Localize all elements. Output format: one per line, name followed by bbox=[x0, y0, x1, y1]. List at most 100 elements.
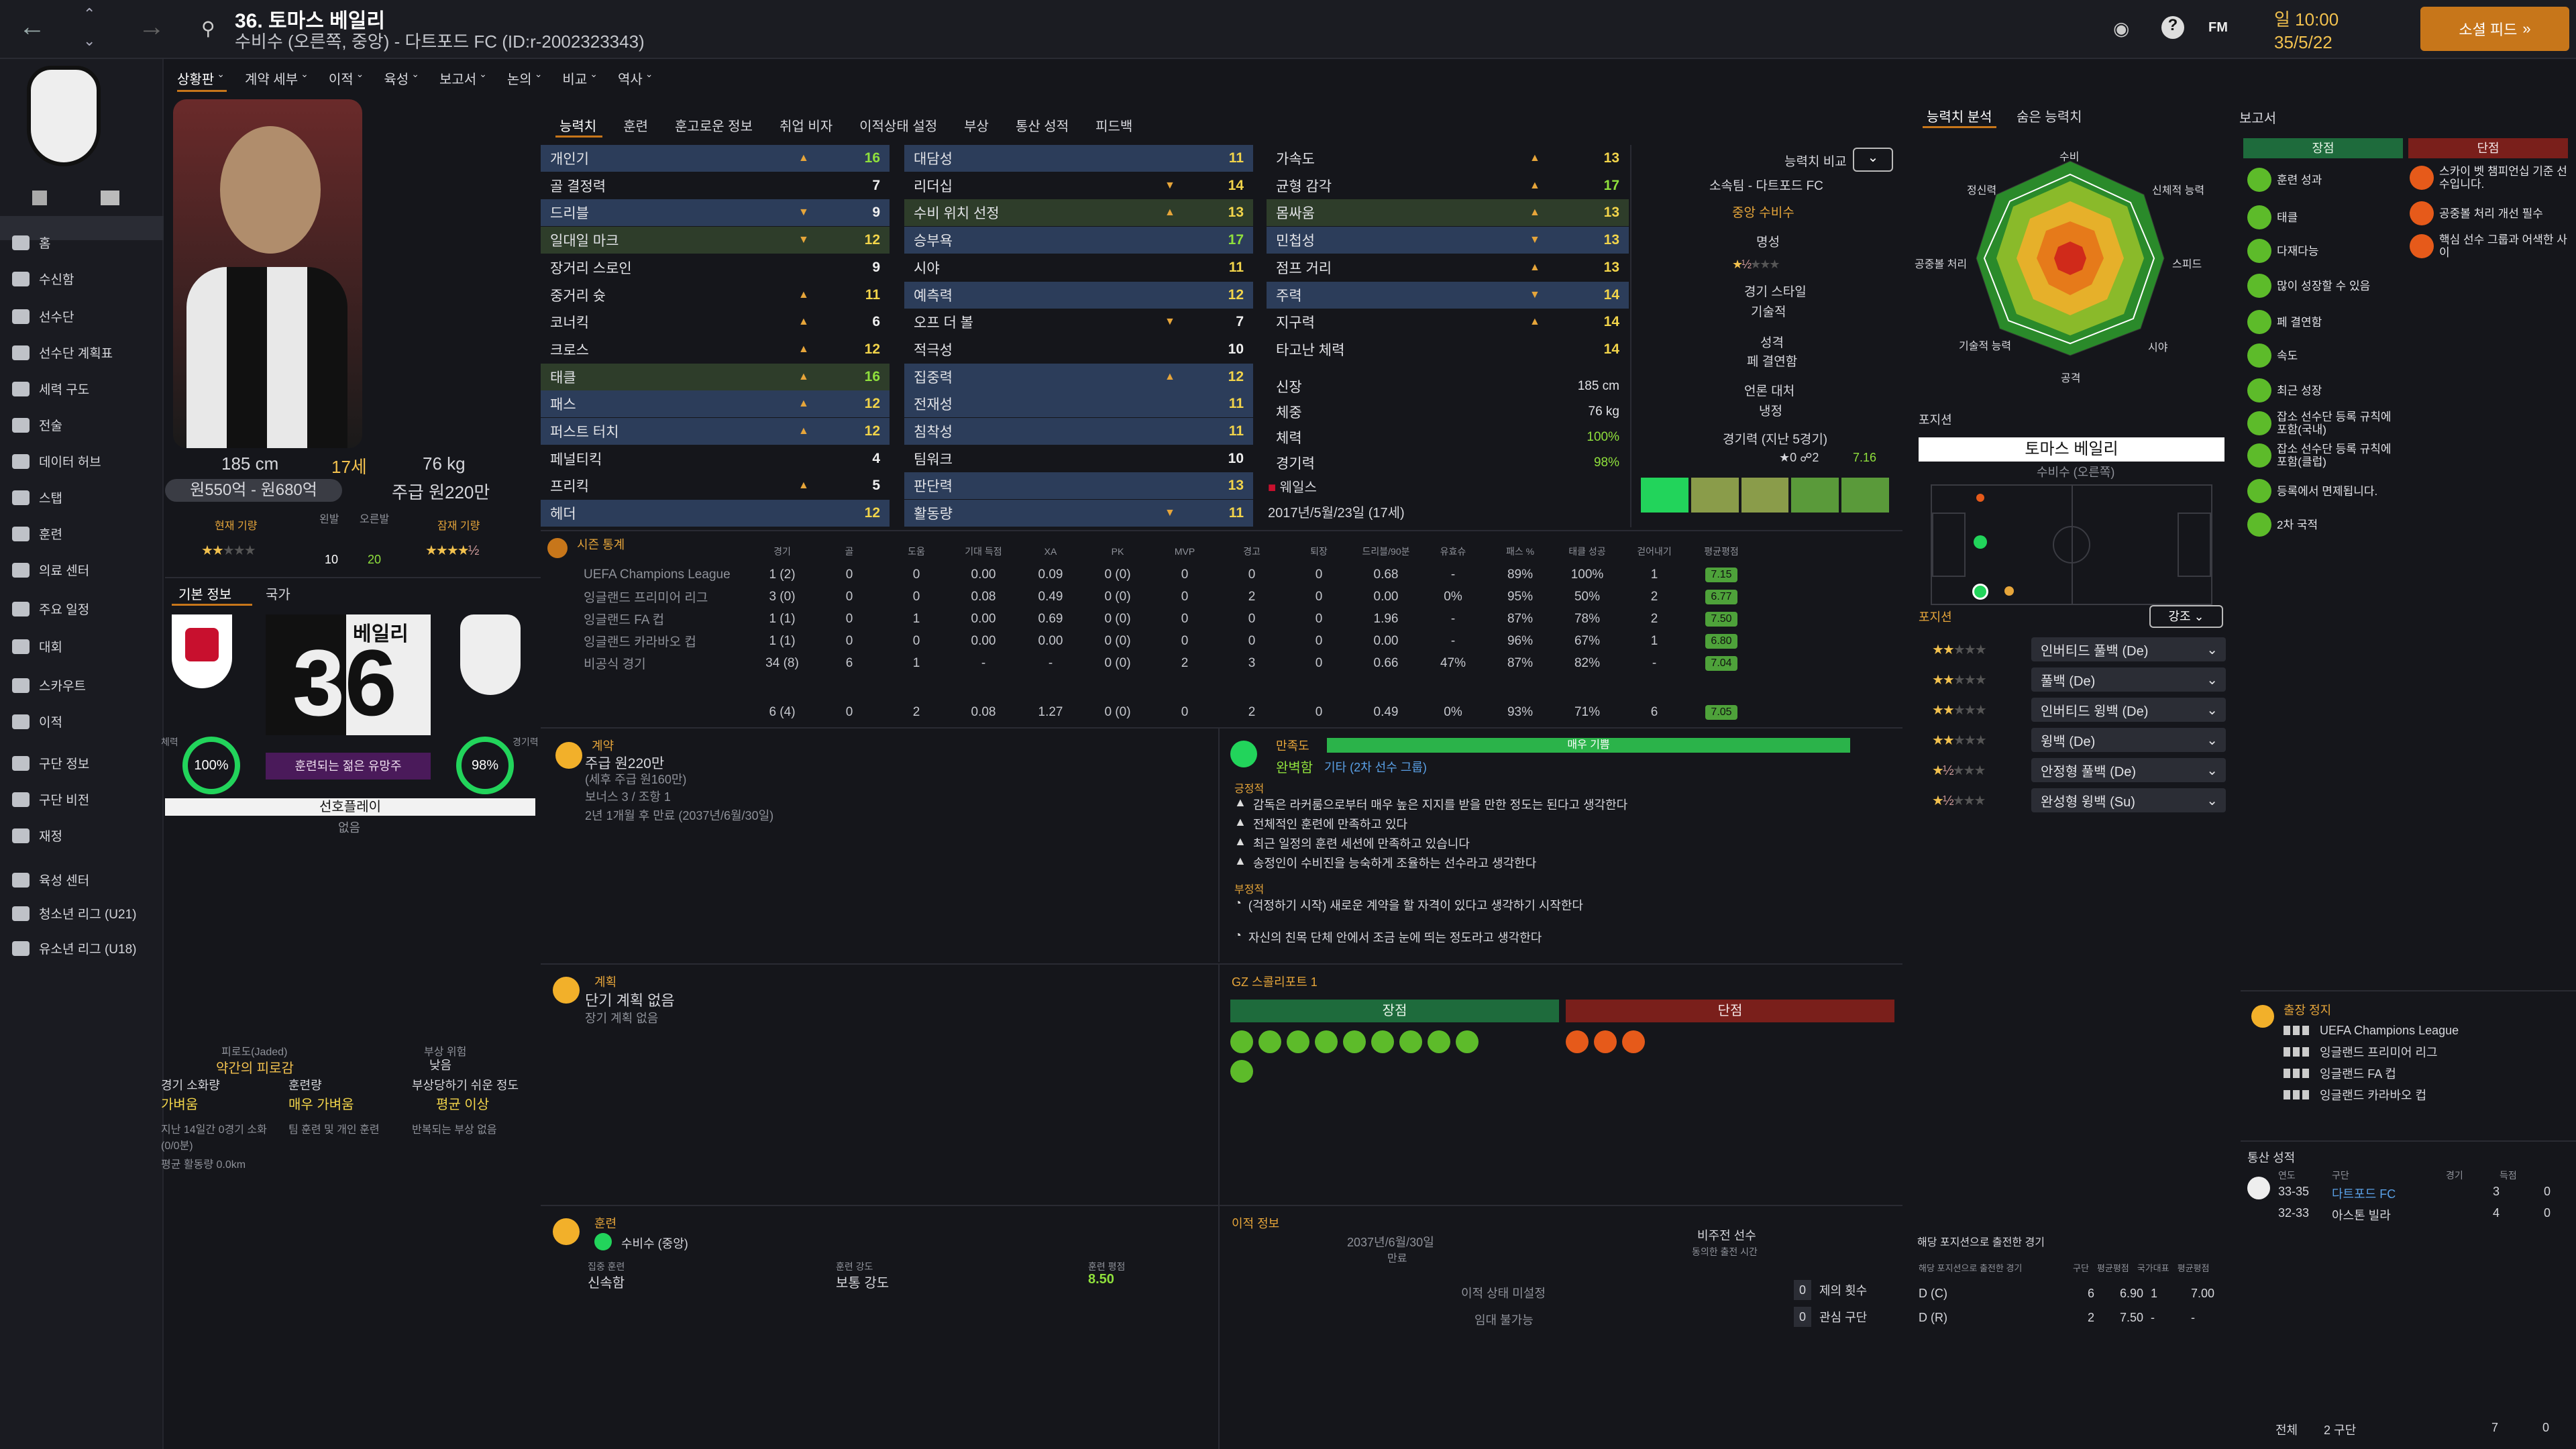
stats-row[interactable]: 잉글랜드 프리미어 리그 3 (0) 0 0 0.08 0.49 0 (0) 0 2 0 0.00 0… bbox=[581, 586, 1755, 608]
sidebar-item-19[interactable]: 유소년 리그 (U18) bbox=[12, 939, 136, 957]
subnav-item-4[interactable]: 보고서 bbox=[439, 72, 477, 87]
sidebar-item-13[interactable]: 이적 bbox=[12, 712, 62, 731]
tackle-icon[interactable] bbox=[1258, 1030, 1281, 1053]
sidebar-item-8[interactable]: 훈련 bbox=[12, 525, 62, 543]
help-icon[interactable]: ? bbox=[2161, 16, 2184, 39]
stats-row[interactable]: UEFA Champions League 1 (2) 0 0 0.00 0.09 0 (0… bbox=[581, 564, 1755, 586]
mental-row[interactable]: 시야 11 bbox=[904, 254, 1253, 281]
report-pro-item[interactable]: 훈련 성과 bbox=[2247, 168, 2402, 192]
growth-icon[interactable] bbox=[1315, 1030, 1338, 1053]
pos-dc-marker[interactable] bbox=[1974, 535, 1987, 549]
group-icon[interactable] bbox=[1622, 1030, 1645, 1053]
report-pro-item[interactable]: 등록에서 면제됩니다. bbox=[2247, 479, 2402, 503]
tab-analysis[interactable]: 능력치 분석 bbox=[1927, 110, 1992, 125]
stats-col-4[interactable]: XA bbox=[1044, 546, 1057, 557]
contract-title[interactable]: 계약 bbox=[592, 739, 614, 753]
attr-tab-5[interactable]: 부상 bbox=[964, 119, 989, 134]
report-pro-item[interactable]: 속도 bbox=[2247, 343, 2402, 368]
mental-row[interactable]: 침착성 11 bbox=[904, 418, 1253, 445]
report-con-item[interactable]: 핵심 선수 그룹과 어색한 사이 bbox=[2410, 233, 2568, 259]
tech-row[interactable]: 드리블 ▼ 9 bbox=[541, 199, 890, 227]
physical-row[interactable]: 주력 ▼ 14 bbox=[1267, 281, 1629, 309]
tech-row[interactable]: 장거리 스로인 9 bbox=[541, 254, 890, 281]
tech-row[interactable]: 일대일 마크 ▼ 12 bbox=[541, 227, 890, 254]
mental-row[interactable]: 수비 위치 선정 ▲ 13 bbox=[904, 199, 1253, 227]
search-icon[interactable]: ⚲ bbox=[201, 18, 215, 39]
globe-icon[interactable] bbox=[1230, 1060, 1253, 1083]
stats-title[interactable]: 시즌 통계 bbox=[577, 538, 625, 551]
role-row[interactable]: ★½★★★ 완성형 윙백 (Su) ⌄ bbox=[1924, 787, 2226, 814]
mental-row[interactable]: 활동량 ▼ 11 bbox=[904, 500, 1253, 527]
stats-col-2[interactable]: 도움 bbox=[908, 546, 925, 557]
role-row[interactable]: ★★★★★ 인버티드 풀백 (De) ⌄ bbox=[1924, 636, 2226, 663]
tech-row[interactable]: 중거리 슛 ▲ 11 bbox=[541, 282, 890, 309]
sidebar-item-18[interactable]: 청소년 리그 (U21) bbox=[12, 904, 136, 922]
speed-icon[interactable] bbox=[1371, 1030, 1394, 1053]
down-icon[interactable]: ⌄ bbox=[83, 32, 96, 49]
up-icon[interactable]: ⌃ bbox=[83, 5, 96, 22]
roles-title[interactable]: 포지션 bbox=[1919, 610, 1952, 624]
sidebar-item-0[interactable]: 홈 bbox=[12, 233, 50, 252]
mental-row[interactable]: 집중력 ▲ 12 bbox=[904, 363, 1253, 390]
attr-tab-6[interactable]: 통산 성적 bbox=[1015, 119, 1069, 134]
attr-tab-0[interactable]: 능력치 bbox=[559, 119, 597, 134]
report-pro-item[interactable]: 잡소 선수단 등록 규칙에 포함(클럽) bbox=[2247, 443, 2402, 468]
tech-row[interactable]: 패스 ▲ 12 bbox=[541, 390, 890, 418]
report-pro-item[interactable]: 2차 국적 bbox=[2247, 513, 2402, 537]
career-club[interactable]: 아스톤 빌라 bbox=[2332, 1209, 2391, 1222]
sidebar-item-4[interactable]: 세력 구도 bbox=[12, 380, 89, 398]
attr-tab-4[interactable]: 이적상태 설정 bbox=[859, 119, 938, 134]
mental-row[interactable]: 적극성 10 bbox=[904, 336, 1253, 363]
transfer-title[interactable]: 이적 정보 bbox=[1232, 1217, 1280, 1230]
stats-row[interactable]: 잉글랜드 카라바오 컵 1 (1) 0 0 0.00 0.00 0 (0) 0 0 0 0.00 - 9… bbox=[581, 630, 1755, 652]
stats-col-14[interactable]: 평균평점 bbox=[1704, 546, 1739, 557]
physical-row[interactable]: 민첩성 ▼ 13 bbox=[1267, 227, 1629, 254]
report-pro-item[interactable]: 다재다능 bbox=[2247, 239, 2402, 263]
sidebar-item-7[interactable]: 스탭 bbox=[12, 488, 62, 506]
date-box[interactable]: 일 10:00 35/5/22 bbox=[2274, 8, 2339, 54]
tech-row[interactable]: 코너킥 ▲ 6 bbox=[541, 309, 890, 335]
report-pro-item[interactable]: 태클 bbox=[2247, 205, 2402, 229]
roles-filter[interactable]: 강조 ⌄ bbox=[2149, 605, 2223, 628]
role-select[interactable]: 인버티드 윙백 (De) ⌄ bbox=[2031, 698, 2226, 722]
career-club[interactable]: 다트포드 FC bbox=[2332, 1187, 2396, 1201]
tech-row[interactable]: 페널티킥 4 bbox=[541, 445, 890, 472]
tech-row[interactable]: 퍼스트 터치 ▲ 12 bbox=[541, 418, 890, 445]
homegrown-icon[interactable] bbox=[1428, 1030, 1450, 1053]
role-select[interactable]: 완성형 윙백 (Su) ⌄ bbox=[2031, 788, 2226, 812]
stats-col-13[interactable]: 걷어내기 bbox=[1637, 546, 1672, 557]
sidebar-item-17[interactable]: 육성 센터 bbox=[12, 871, 89, 889]
stats-col-10[interactable]: 유효슈 bbox=[1440, 546, 1466, 557]
mental-row[interactable]: 예측력 12 bbox=[904, 281, 1253, 309]
subnav-item-6[interactable]: 비교 bbox=[562, 72, 588, 87]
compare-dropdown[interactable]: ⌄ bbox=[1853, 148, 1893, 172]
forward-icon[interactable]: → bbox=[138, 12, 165, 42]
role-row[interactable]: ★★★★★ 윙백 (De) ⌄ bbox=[1924, 727, 2226, 753]
report-pro-item[interactable]: 많이 성장할 수 있음 bbox=[2247, 274, 2402, 298]
mental-row[interactable]: 승부욕 17 bbox=[904, 227, 1253, 254]
plan-title[interactable]: 계획 bbox=[594, 975, 617, 989]
role-select[interactable]: 풀백 (De) ⌄ bbox=[2031, 667, 2226, 692]
versatile-icon[interactable] bbox=[1287, 1030, 1309, 1053]
physical-row[interactable]: 가속도 ▲ 13 bbox=[1267, 145, 1629, 172]
role-row[interactable]: ★★★★★ 풀백 (De) ⌄ bbox=[1924, 666, 2226, 693]
report-pro-item[interactable]: 잡소 선수단 등록 규칙에 포함(국내) bbox=[2247, 411, 2402, 436]
stats-col-7[interactable]: 경고 bbox=[1243, 546, 1260, 557]
tech-row[interactable]: 크로스 ▲ 12 bbox=[541, 336, 890, 363]
role-select[interactable]: 인버티드 풀백 (De) ⌄ bbox=[2031, 637, 2226, 661]
sidebar-item-1[interactable]: 수신함 bbox=[12, 270, 74, 288]
tech-row[interactable]: 헤더 12 bbox=[541, 500, 890, 527]
report-pro-item[interactable]: 페 결연함 bbox=[2247, 310, 2402, 334]
sidebar-item-5[interactable]: 전술 bbox=[12, 416, 62, 434]
pos-wb-marker[interactable] bbox=[2004, 586, 2014, 596]
physical-row[interactable]: 지구력 ▲ 14 bbox=[1267, 309, 1629, 335]
subnav-item-0[interactable]: 상황판 bbox=[177, 72, 215, 87]
subnav-item-1[interactable]: 계약 세부 bbox=[244, 72, 299, 87]
tab-nation[interactable]: 국가 bbox=[266, 588, 290, 602]
subnav-item-2[interactable]: 이적 bbox=[328, 72, 354, 87]
stats-col-3[interactable]: 기대 득점 bbox=[965, 546, 1002, 557]
sidebar-item-2[interactable]: 선수단 bbox=[12, 307, 74, 325]
mental-row[interactable]: 오프 더 볼 ▼ 7 bbox=[904, 309, 1253, 335]
tab-basic-info[interactable]: 기본 정보 bbox=[178, 588, 232, 602]
stats-col-6[interactable]: MVP bbox=[1174, 546, 1195, 557]
